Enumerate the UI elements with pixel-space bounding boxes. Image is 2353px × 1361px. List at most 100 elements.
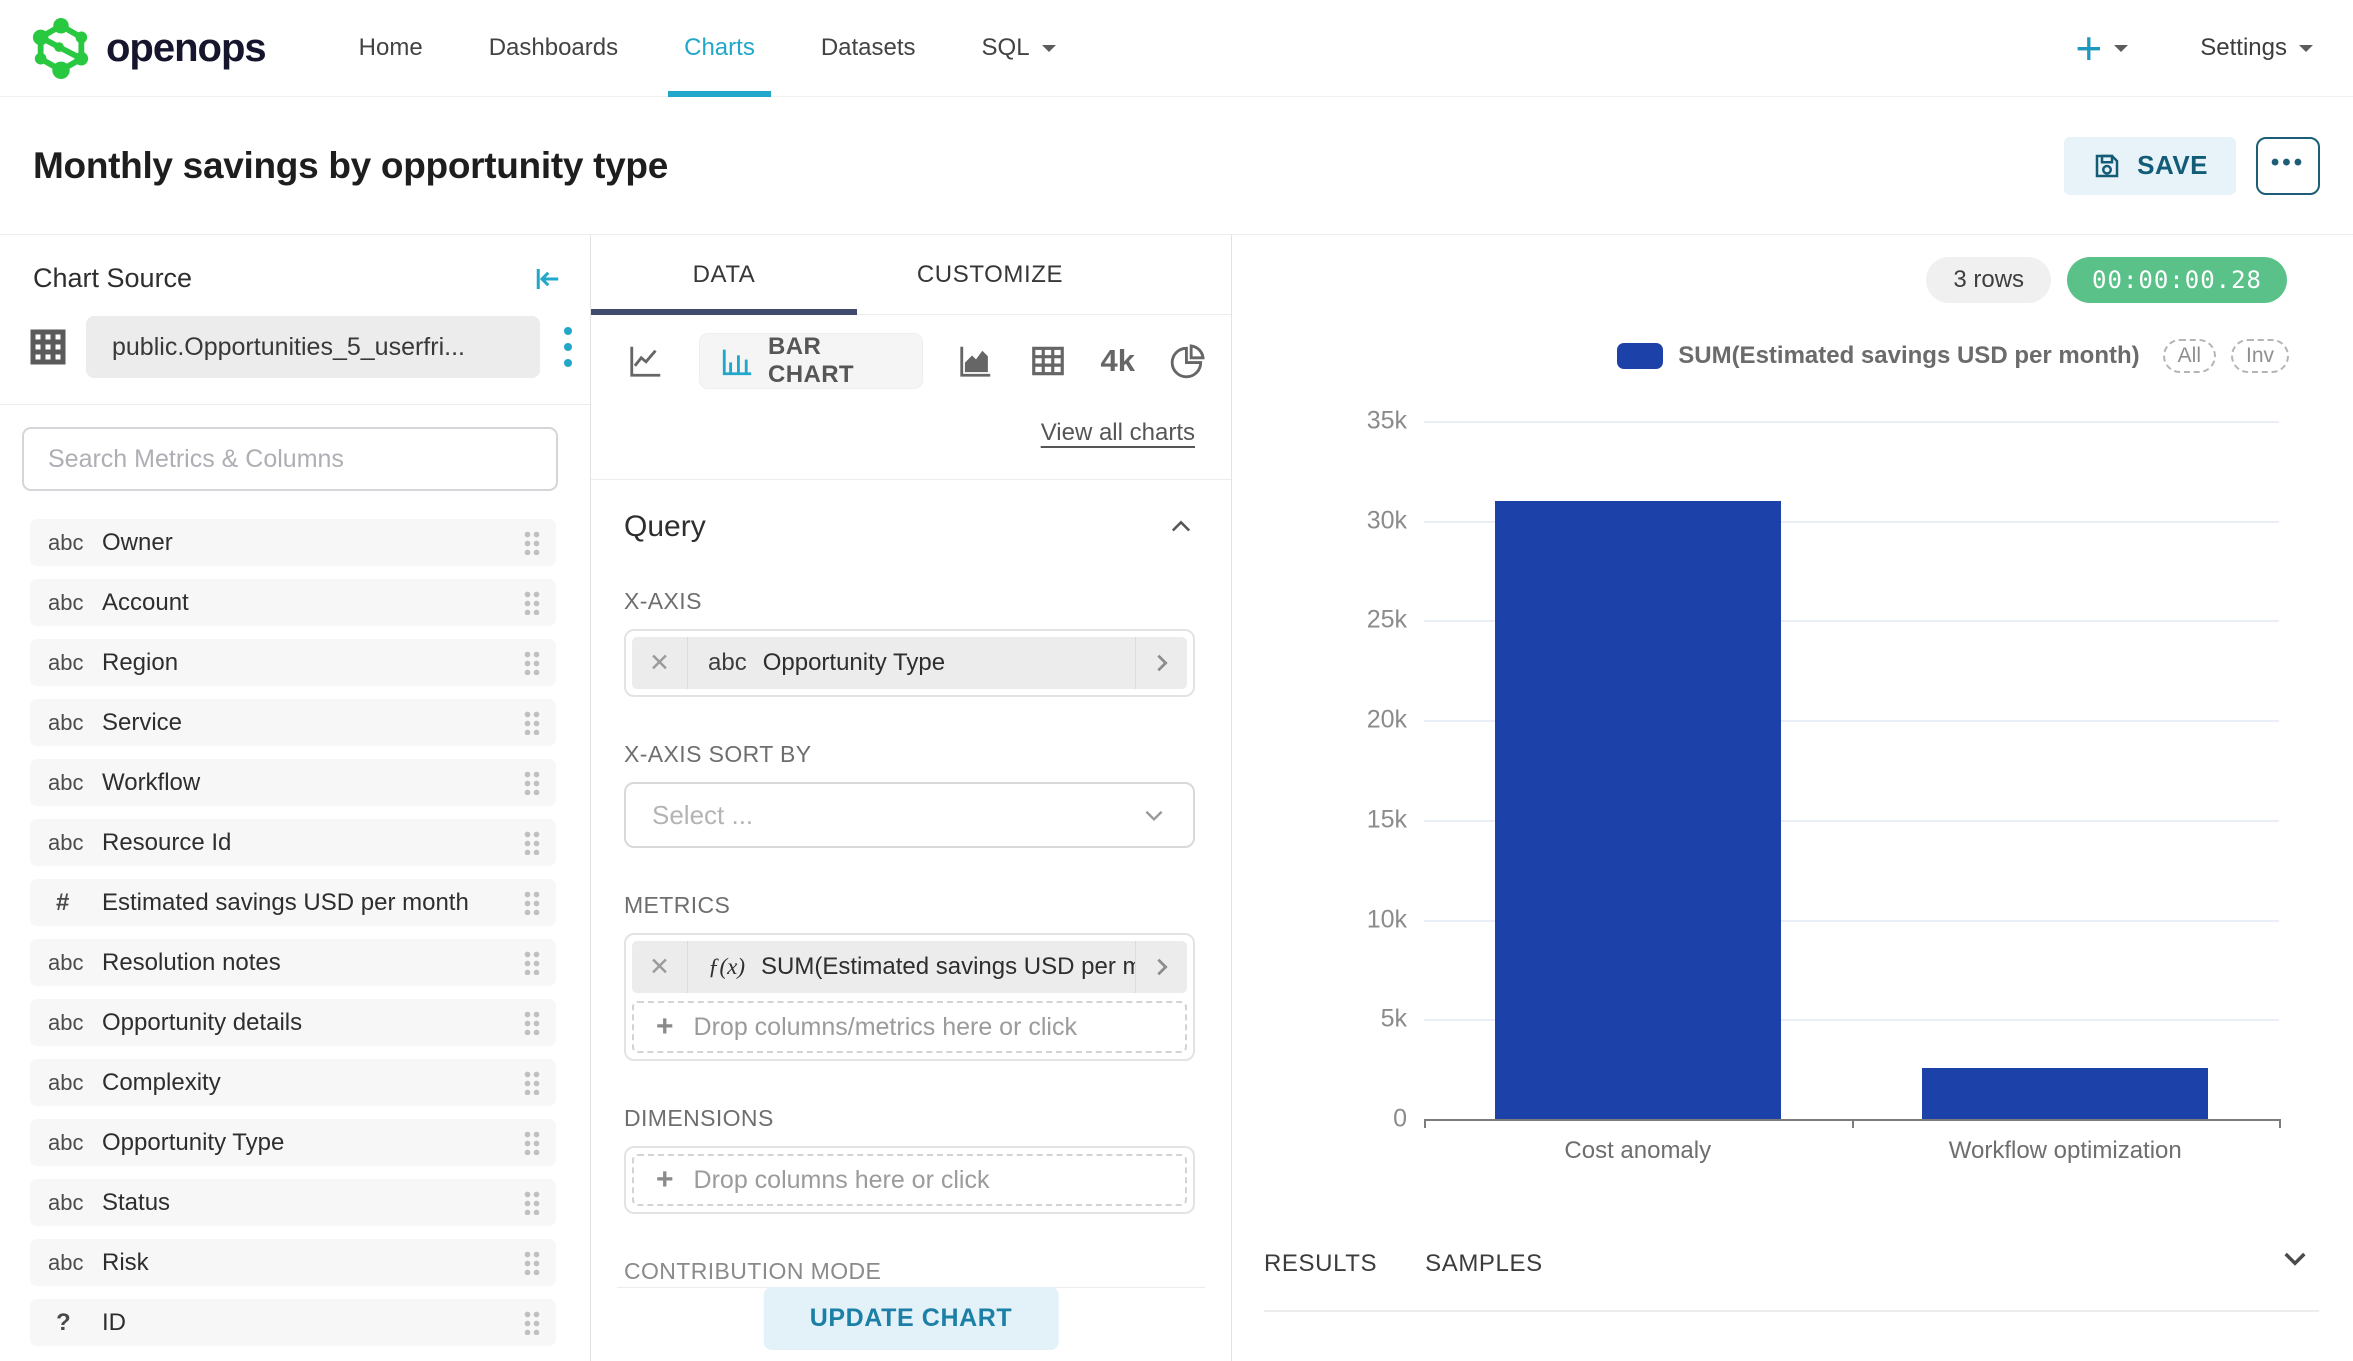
remove-metric-icon[interactable]: ✕ (632, 941, 688, 993)
chevron-down-icon (1041, 45, 1056, 59)
big-number-icon[interactable]: 4k (1100, 343, 1135, 378)
collapse-results-icon[interactable] (2279, 1242, 2311, 1274)
contribution-mode-label: CONTRIBUTION MODE (624, 1258, 882, 1284)
bar-cost-anomaly[interactable] (1494, 500, 1781, 1119)
update-chart-button[interactable]: UPDATE CHART (763, 1287, 1059, 1350)
brand-logo[interactable]: openops (30, 17, 267, 79)
settings-label: Settings (2200, 34, 2287, 61)
y-gridline (1424, 520, 2279, 523)
tab-results[interactable]: RESULTS (1264, 1250, 1378, 1277)
column-label: Complexity (102, 1068, 221, 1096)
chart-controls-panel: DATA CUSTOMIZE BAR CHA (591, 235, 1232, 1361)
column-item[interactable]: abc Complexity (30, 1059, 556, 1106)
drag-handle-icon[interactable] (523, 530, 540, 555)
y-axis-tick-label: 15k (1366, 805, 1407, 834)
save-button[interactable]: SAVE (2064, 136, 2236, 195)
line-chart-icon[interactable] (627, 342, 665, 380)
remove-x-axis-icon[interactable]: ✕ (632, 637, 688, 689)
chevron-up-icon[interactable] (1167, 513, 1195, 541)
drag-handle-icon[interactable] (523, 770, 540, 795)
column-type-icon: abc (48, 1129, 84, 1155)
column-item[interactable]: # Estimated savings USD per month (30, 879, 556, 926)
settings-menu[interactable]: Settings (2200, 34, 2313, 62)
dataset-options-icon[interactable] (558, 323, 578, 371)
bar-workflow-optimization[interactable] (1922, 1067, 2209, 1119)
column-label: Owner (102, 528, 173, 556)
drag-handle-icon[interactable] (523, 830, 540, 855)
bar-chart-selected-chip[interactable]: BAR CHART (699, 333, 923, 389)
add-new-button[interactable]: + (2075, 21, 2129, 75)
drop-zone-placeholder: Drop columns here or click (693, 1165, 990, 1194)
column-label: Status (102, 1188, 171, 1216)
dimensions-drop-zone[interactable]: + Drop columns here or click (632, 1154, 1187, 1206)
y-gridline (1424, 620, 2279, 623)
column-item[interactable]: abc Service (30, 699, 556, 746)
column-type-icon: abc (48, 769, 84, 795)
nav-item-home[interactable]: Home (358, 34, 423, 61)
column-item[interactable]: abc Risk (30, 1239, 556, 1286)
openops-logo-icon (30, 17, 92, 79)
drag-handle-icon[interactable] (523, 950, 540, 975)
column-type-icon: abc (48, 829, 84, 855)
search-input[interactable] (22, 427, 558, 491)
drag-handle-icon[interactable] (523, 1010, 540, 1035)
drag-handle-icon[interactable] (523, 1130, 540, 1155)
column-label: Region (102, 648, 179, 676)
y-axis-tick-label: 35k (1366, 406, 1407, 435)
column-item[interactable]: abc Opportunity details (30, 999, 556, 1046)
column-item[interactable]: abc Region (30, 639, 556, 686)
results-tabs: RESULTS SAMPLES (1264, 1250, 2319, 1312)
x-axis-sort-select[interactable]: Select ... (624, 782, 1195, 848)
column-item[interactable]: abc Opportunity Type (30, 1119, 556, 1166)
legend-inv-button[interactable]: Inv (2230, 339, 2289, 373)
tab-data[interactable]: DATA (591, 235, 857, 315)
row-count-badge: 3 rows (1926, 257, 2052, 303)
drag-handle-icon[interactable] (523, 1070, 540, 1095)
y-gridline (1424, 1019, 2279, 1022)
more-actions-button[interactable]: ••• (2256, 136, 2320, 195)
drag-handle-icon[interactable] (523, 710, 540, 735)
tab-samples[interactable]: SAMPLES (1425, 1250, 1543, 1277)
ellipsis-icon: ••• (2270, 148, 2306, 176)
column-item[interactable]: abc Status (30, 1179, 556, 1226)
drag-handle-icon[interactable] (523, 1310, 540, 1335)
legend-label[interactable]: SUM(Estimated savings USD per month) (1678, 342, 2140, 369)
pie-chart-icon[interactable] (1169, 342, 1207, 380)
dataset-selector[interactable]: public.Opportunities_5_userfri... (86, 316, 540, 378)
column-item[interactable]: abc Workflow (30, 759, 556, 806)
chart-preview-panel: 3 rows 00:00:00.28 SUM(Estimated savings… (1232, 235, 2353, 1361)
nav-item-datasets[interactable]: Datasets (820, 34, 916, 61)
nav-item-charts[interactable]: Charts (668, 0, 771, 97)
chevron-right-icon[interactable] (1135, 637, 1187, 689)
collapse-panel-icon[interactable] (532, 264, 562, 294)
legend-swatch[interactable] (1617, 343, 1664, 369)
drag-handle-icon[interactable] (523, 590, 540, 615)
legend-all-button[interactable]: All (2162, 339, 2216, 373)
column-item[interactable]: abc Resource Id (30, 819, 556, 866)
view-all-charts-link[interactable]: View all charts (1040, 419, 1195, 446)
x-axis-pill[interactable]: ✕ abc Opportunity Type (632, 637, 1187, 689)
nav-item-dashboards[interactable]: Dashboards (488, 34, 619, 61)
metric-pill[interactable]: ✕ ƒ(x) SUM(Estimated savings USD per m..… (632, 941, 1187, 993)
chevron-right-icon[interactable] (1135, 941, 1187, 993)
metrics-drop-zone[interactable]: + Drop columns/metrics here or click (632, 1001, 1187, 1053)
nav-item-sql[interactable]: SQL (982, 0, 1056, 97)
column-item[interactable]: ? ID (30, 1299, 556, 1346)
y-axis-tick-label: 30k (1366, 506, 1407, 535)
column-type-icon: abc (48, 1249, 84, 1275)
drag-handle-icon[interactable] (523, 650, 540, 675)
bar-chart-icon (720, 344, 754, 378)
column-item[interactable]: abc Account (30, 579, 556, 626)
column-item[interactable]: abc Owner (30, 519, 556, 566)
drag-handle-icon[interactable] (523, 890, 540, 915)
column-label: Opportunity Type (102, 1128, 285, 1156)
chart-source-panel: Chart Source public.Opportunities_5_user… (0, 235, 591, 1361)
drag-handle-icon[interactable] (523, 1190, 540, 1215)
chevron-down-icon (2299, 45, 2313, 59)
metric-value: SUM(Estimated savings USD per m... (761, 953, 1135, 980)
area-chart-icon[interactable] (957, 342, 995, 380)
table-icon[interactable] (1029, 342, 1067, 380)
column-item[interactable]: abc Resolution notes (30, 939, 556, 986)
drag-handle-icon[interactable] (523, 1250, 540, 1275)
tab-customize[interactable]: CUSTOMIZE (916, 260, 1064, 288)
